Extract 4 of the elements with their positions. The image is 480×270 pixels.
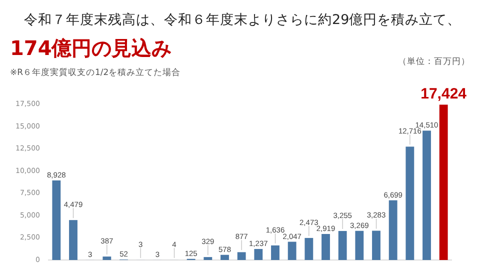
annotation: ※R６年度実質収支の1/2を積み立てた場合 bbox=[10, 68, 181, 78]
subtitle: 174億円の見込み bbox=[10, 36, 172, 60]
annotation: （単位：百万円） bbox=[398, 57, 470, 67]
title: 令和７年度末残高は、令和６年度末よりさらに約29億円を積み立て、 bbox=[24, 12, 462, 28]
